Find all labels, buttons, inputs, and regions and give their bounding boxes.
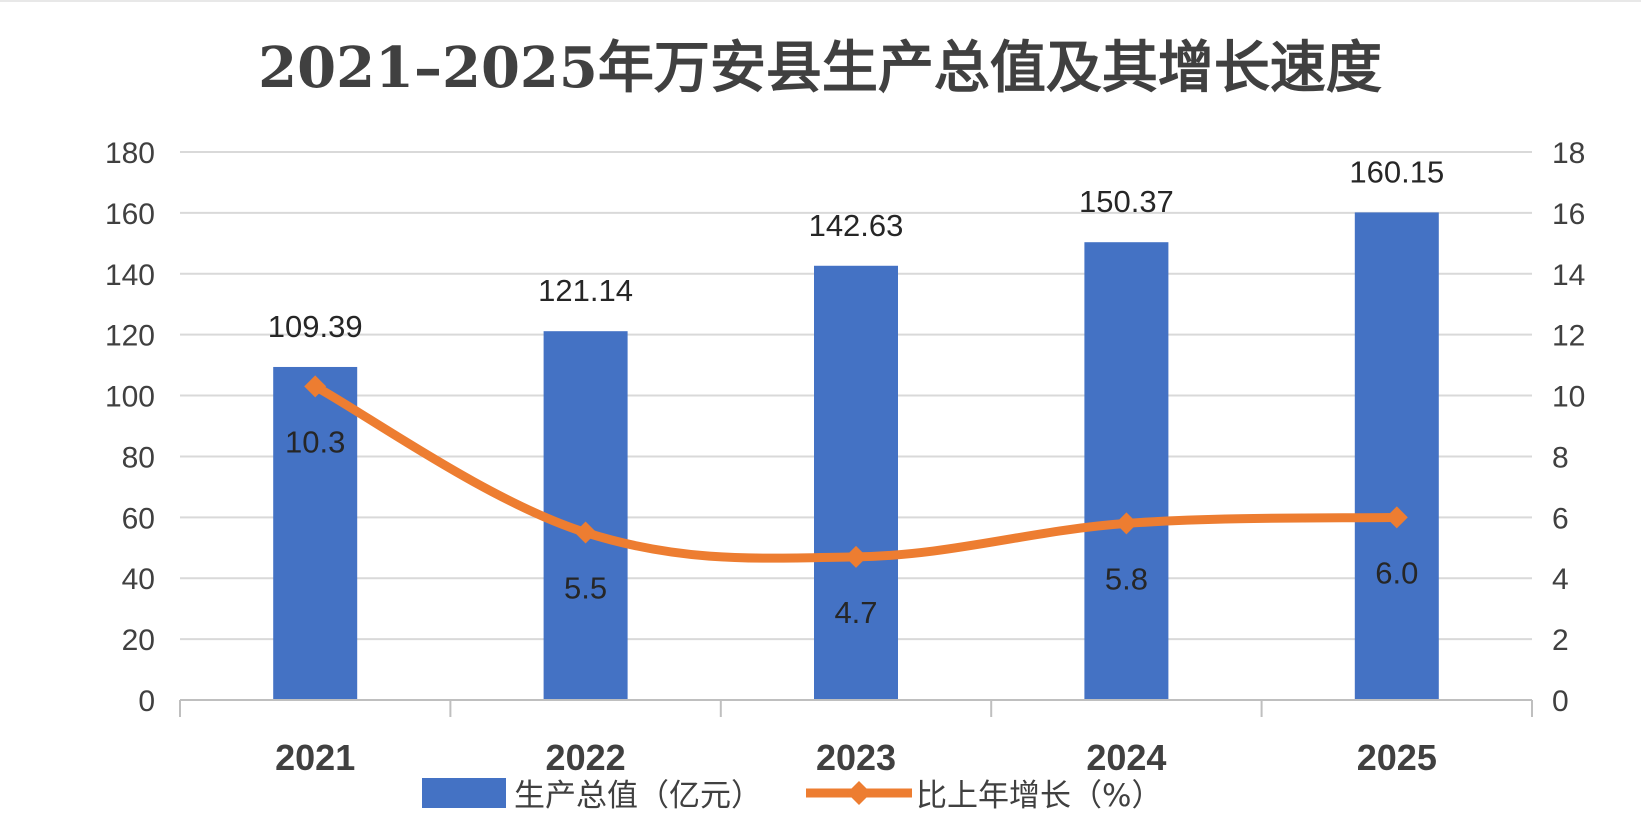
left-axis-tick-label: 160 [105, 198, 155, 231]
line-marker [304, 375, 327, 398]
x-axis-category-label: 2024 [1086, 737, 1166, 778]
left-axis-tick-label: 180 [105, 137, 155, 170]
bar-data-label: 150.37 [1079, 184, 1174, 219]
bar [1354, 212, 1439, 700]
line-data-label: 5.5 [564, 571, 607, 606]
right-axis-tick-label: 6 [1552, 502, 1569, 535]
x-axis-category-label: 2025 [1357, 737, 1437, 778]
line-marker [574, 521, 597, 544]
left-axis-tick-label: 140 [105, 259, 155, 292]
left-axis-tick-label: 60 [122, 502, 155, 535]
bar [273, 366, 358, 700]
bar-data-label: 142.63 [809, 208, 904, 243]
right-axis-tick-label: 0 [1552, 685, 1569, 718]
right-axis-tick-label: 2 [1552, 624, 1569, 657]
line-data-label: 4.7 [834, 595, 877, 630]
right-axis-tick-label: 18 [1552, 137, 1585, 170]
left-axis-tick-label: 80 [122, 441, 155, 474]
left-axis-tick-label: 40 [122, 563, 155, 596]
line-marker [845, 545, 867, 568]
left-axis-tick-label: 0 [138, 685, 155, 718]
legend-swatch-bar [422, 778, 506, 808]
left-axis-tick-label: 100 [105, 381, 155, 414]
x-axis-category-label: 2022 [546, 737, 626, 778]
chart-title: 2021–2025年万安县生产总值及其增长速度 [258, 35, 1382, 101]
x-axis-category-label: 2023 [816, 737, 896, 778]
right-axis-tick-label: 14 [1552, 259, 1585, 292]
left-axis-tick-label: 20 [122, 624, 155, 657]
legend-swatch-marker [847, 781, 871, 805]
right-axis-tick-label: 10 [1552, 381, 1585, 414]
line-marker [1115, 512, 1138, 535]
right-axis-tick-label: 12 [1552, 320, 1585, 353]
right-axis-tick-label: 8 [1552, 441, 1569, 474]
right-axis-tick-label: 4 [1552, 563, 1569, 596]
right-axis-tick-label: 16 [1552, 198, 1585, 231]
legend-label-line: 比上年增长（%） [916, 778, 1162, 814]
bar [1084, 242, 1169, 700]
line-data-label: 10.3 [285, 424, 345, 459]
bar-data-label: 160.15 [1349, 154, 1444, 189]
legend-label-bar: 生产总值（亿元） [514, 778, 762, 814]
left-axis-tick-label: 120 [105, 320, 155, 353]
x-axis-category-label: 2021 [275, 737, 355, 778]
bar [543, 331, 628, 700]
bar-data-label: 121.14 [538, 273, 633, 308]
line-data-label: 5.8 [1105, 561, 1148, 596]
bar-data-label: 109.39 [268, 309, 363, 344]
line-data-label: 6.0 [1375, 555, 1418, 590]
bar [814, 265, 898, 700]
line-marker [1385, 506, 1408, 529]
